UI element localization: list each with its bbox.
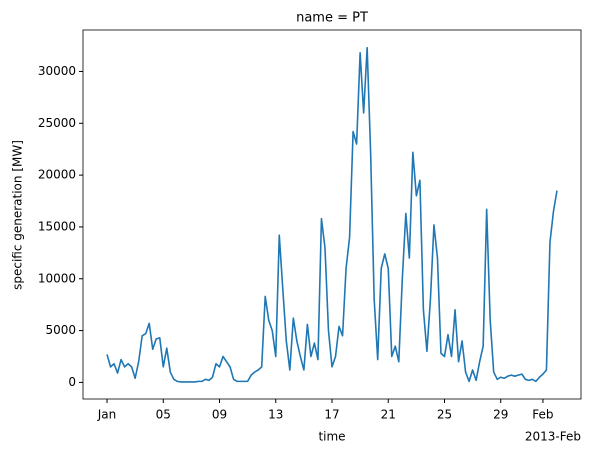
y-tick-label: 30000 [38, 64, 76, 78]
chart-title: name = PT [296, 11, 368, 26]
x-tick-label: 09 [212, 408, 227, 422]
plot-frame [82, 29, 582, 400]
y-tick-label: 0 [68, 375, 76, 389]
x-tick-label: 17 [324, 408, 339, 422]
x-tick-label: 13 [268, 408, 283, 422]
y-tick-label: 25000 [38, 116, 76, 130]
x-axis-label: time [318, 430, 345, 444]
y-tick-label: 15000 [38, 219, 76, 233]
x-tick-label: Feb [532, 408, 553, 422]
x-tick-label: 21 [381, 408, 396, 422]
series-line [106, 46, 558, 383]
y-axis-label: specific generation [MW] [11, 140, 25, 290]
x-tick-label: 05 [156, 408, 171, 422]
x-tick-label: 29 [493, 408, 508, 422]
x-tick-label: Jan [97, 408, 117, 422]
x-tick-label: 25 [437, 408, 452, 422]
y-tick-label: 20000 [38, 168, 76, 182]
x-offset-label: 2013-Feb [525, 430, 581, 444]
y-tick-label: 10000 [38, 271, 76, 285]
y-tick-label: 5000 [45, 323, 76, 337]
